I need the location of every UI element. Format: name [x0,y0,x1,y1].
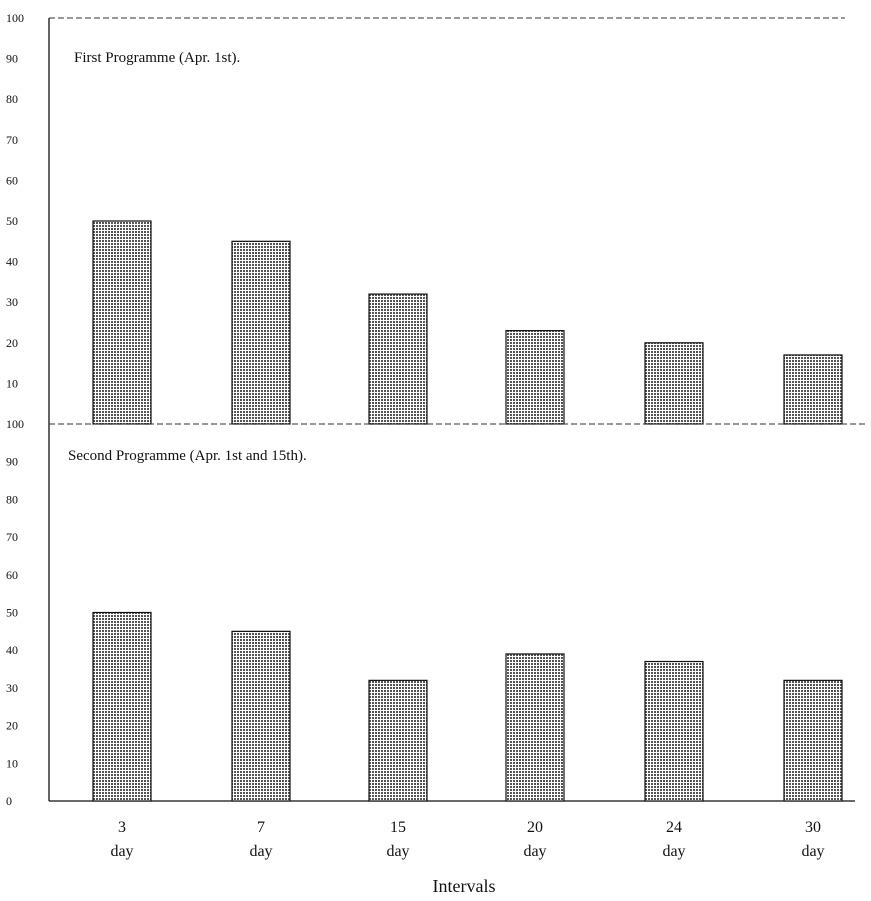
first-panel-bar [783,354,843,425]
second-panel-bar [644,660,704,802]
second-panel-y-tick-label: 80 [6,492,18,506]
second-panel-title: Second Programme (Apr. 1st and 15th). [68,448,307,464]
second-programme-panel: Second Programme (Apr. 1st and 15th). 0 1… [6,417,868,808]
first-panel-bar [231,240,291,425]
second-panel-y-tick-label: 10 [6,756,18,770]
second-panel-bar [92,611,152,802]
x-tick-unit: day [386,843,409,860]
first-panel-y-ticks: 10 20 30 40 50 60 70 80 90 100 [6,11,24,390]
first-panel-y-tick-label: 60 [6,173,18,187]
first-panel-y-tick-label: 10 [6,376,18,390]
second-panel-y-tick-label: 20 [6,719,18,733]
first-panel-bar [505,330,565,425]
first-panel-y-tick-label: 40 [6,255,18,269]
x-tick-number: 20 [527,819,543,836]
first-panel-y-tick-label: 50 [6,214,18,228]
x-tick-number: 15 [390,819,406,836]
x-tick-unit: day [110,843,133,860]
x-tick-number: 30 [805,819,821,836]
second-panel-y-tick-label: 60 [6,568,18,582]
x-tick-unit: day [523,843,546,860]
second-panel-y-ticks: 0 10 20 30 40 50 60 70 80 90 100 [6,417,24,808]
first-programme-panel: First Programme (Apr. 1st). 10 20 30 40 50 60… [6,11,845,425]
first-panel-y-tick-label: 90 [6,52,18,66]
first-panel-y-tick-label: 20 [6,336,18,350]
second-panel-y-tick-label: 0 [6,794,12,808]
second-panel-bar [783,679,843,802]
second-panel-bars [92,611,843,802]
first-panel-bar [644,342,704,425]
x-tick-number: 7 [257,819,265,836]
second-panel-y-tick-label: 50 [6,606,18,620]
first-panel-y-tick-label: 70 [6,133,18,147]
x-tick-unit: day [801,843,824,860]
first-panel-bar [368,293,428,425]
second-panel-y-tick-label: 70 [6,530,18,544]
second-panel-y-tick-label: 40 [6,643,18,657]
x-tick-unit: day [662,843,685,860]
first-panel-bar [92,220,152,425]
first-panel-title: First Programme (Apr. 1st). [74,50,240,66]
second-panel-y-tick-label: 100 [6,417,24,431]
second-panel-bar [505,653,565,802]
second-panel-bar [231,630,291,802]
x-tick-number: 3 [118,819,126,836]
second-panel-y-tick-label: 90 [6,455,18,469]
x-tick-labels: 3 day 7 day 15 day 20 day 24 day 30 day [110,819,824,860]
second-panel-bar [368,679,428,802]
x-axis-title: Intervals [433,876,496,896]
x-tick-unit: day [249,843,272,860]
first-panel-y-tick-label: 80 [6,92,18,106]
second-panel-y-tick-label: 30 [6,681,18,695]
first-panel-y-tick-label: 30 [6,295,18,309]
first-panel-bars [92,220,843,425]
x-tick-number: 24 [666,819,682,836]
first-panel-y-tick-label: 100 [6,11,24,25]
